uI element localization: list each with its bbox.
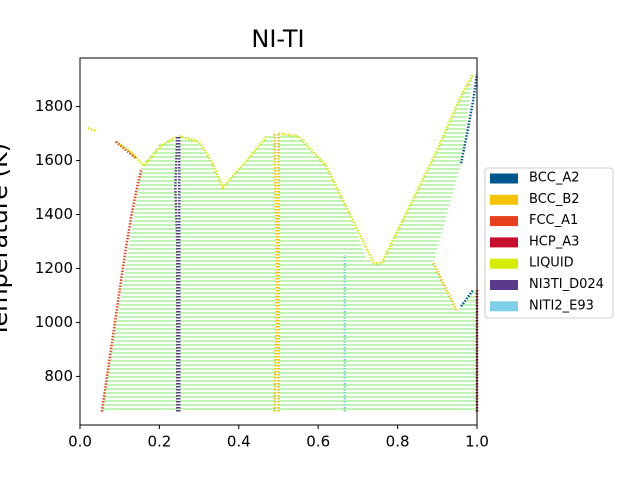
x-tick-label: 0.2 (147, 433, 171, 451)
legend-swatch (490, 301, 518, 312)
legend-swatch (490, 258, 518, 269)
y-tick-label: 1000 (35, 313, 73, 331)
two-phase-region (179, 133, 277, 412)
legend-label: LIQUID (529, 256, 574, 271)
legend-label: NITI2_E93 (529, 298, 594, 313)
two-phase-region (278, 74, 477, 412)
y-tick-label: 1400 (35, 205, 73, 223)
x-tick-label: 1.0 (465, 433, 489, 451)
two-phase-region (141, 136, 178, 169)
legend-swatch (490, 216, 518, 227)
legend-swatch (490, 280, 518, 290)
x-tick-label: 0.6 (306, 433, 330, 451)
legend-label: HCP_A3 (529, 234, 579, 249)
legend-label: BCC_A2 (529, 171, 580, 186)
y-axis-label: Temperature (K) (0, 143, 13, 338)
chart-title: NI-TI (251, 25, 304, 53)
phase-boundary (100, 140, 143, 412)
phase-boundary (174, 136, 181, 412)
two-phase-region (101, 168, 178, 412)
y-tick-label: 1200 (35, 259, 73, 277)
plot-frame (79, 57, 478, 426)
legend-label: BCC_B2 (529, 192, 580, 207)
phase-boundary (87, 73, 475, 265)
legend-label: NI3TI_D024 (529, 277, 604, 292)
y-tick-label: 1800 (35, 97, 73, 115)
x-tick-label: 0.0 (68, 433, 92, 451)
x-tick-label: 0.4 (227, 433, 251, 451)
legend-swatch (490, 237, 518, 248)
legend-swatch (490, 194, 518, 205)
phase-boundary (459, 74, 479, 308)
legend-swatch (490, 173, 518, 184)
y-tick-label: 800 (44, 367, 73, 385)
x-tick-label: 0.8 (386, 433, 410, 451)
y-tick-label: 1600 (35, 151, 73, 169)
legend-label: FCC_A1 (529, 213, 578, 228)
phase-boundary (273, 133, 459, 412)
